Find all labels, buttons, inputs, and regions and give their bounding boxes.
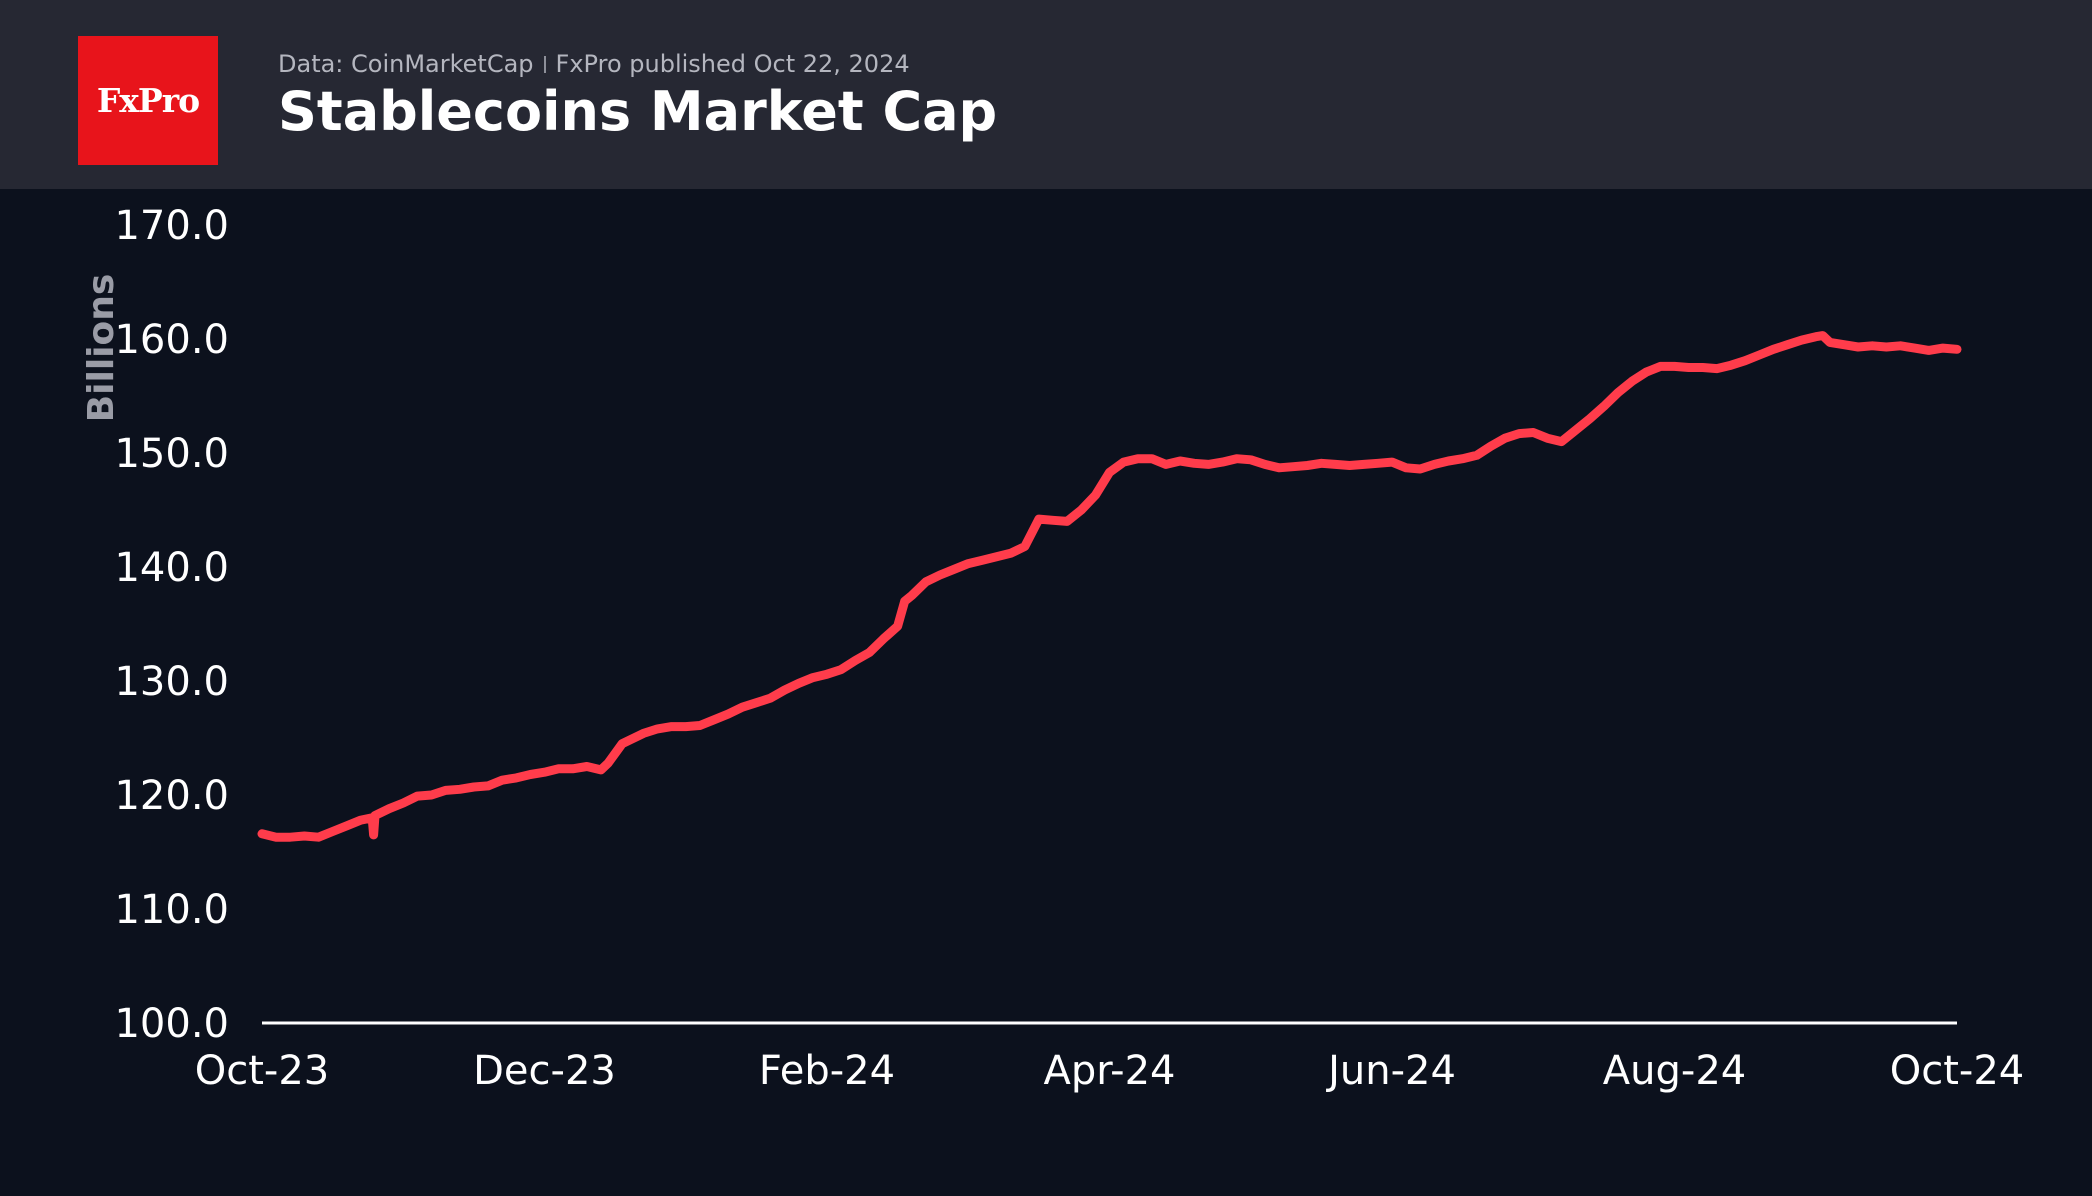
y-tick-label: 140.0 <box>114 545 229 591</box>
y-tick-label: 100.0 <box>114 1001 229 1047</box>
y-tick-label: 150.0 <box>114 431 229 477</box>
x-tick-label: Oct-24 <box>1890 1048 2025 1094</box>
header-bar: FxPro Data: CoinMarketCap FxPro published… <box>0 0 2092 189</box>
y-axis-label: Billions <box>81 274 122 423</box>
data-source: Data: CoinMarketCap <box>278 50 534 78</box>
logo-text: FxPro <box>96 81 200 120</box>
chart-meta: Data: CoinMarketCap FxPro published Oct 2… <box>278 50 910 78</box>
x-axis-ticks: Oct-23 Dec-23 Feb-24 Apr-24 Jun-24 Aug-24 Oct-… <box>195 1048 2025 1094</box>
x-tick-label: Feb-24 <box>759 1048 895 1094</box>
y-tick-label: 170.0 <box>114 203 229 249</box>
y-axis-ticks: 100.0 110.0 120.0 130.0 140.0 150.0 160.0 170.0 <box>114 203 229 1047</box>
meta-separator <box>543 56 546 73</box>
fxpro-logo: FxPro <box>78 36 218 165</box>
y-tick-label: 110.0 <box>114 887 229 933</box>
chart-title: Stablecoins Market Cap <box>278 80 998 143</box>
x-tick-label: Dec-23 <box>473 1048 616 1094</box>
y-tick-label: 120.0 <box>114 773 229 819</box>
published-date: FxPro published Oct 22, 2024 <box>555 50 910 78</box>
x-tick-label: Jun-24 <box>1325 1048 1456 1094</box>
x-tick-label: Oct-23 <box>195 1048 330 1094</box>
x-tick-label: Apr-24 <box>1044 1048 1176 1094</box>
y-tick-label: 160.0 <box>114 317 229 363</box>
series-line-stablecoins <box>257 331 1962 842</box>
y-tick-label: 130.0 <box>114 659 229 705</box>
x-tick-label: Aug-24 <box>1603 1048 1746 1094</box>
